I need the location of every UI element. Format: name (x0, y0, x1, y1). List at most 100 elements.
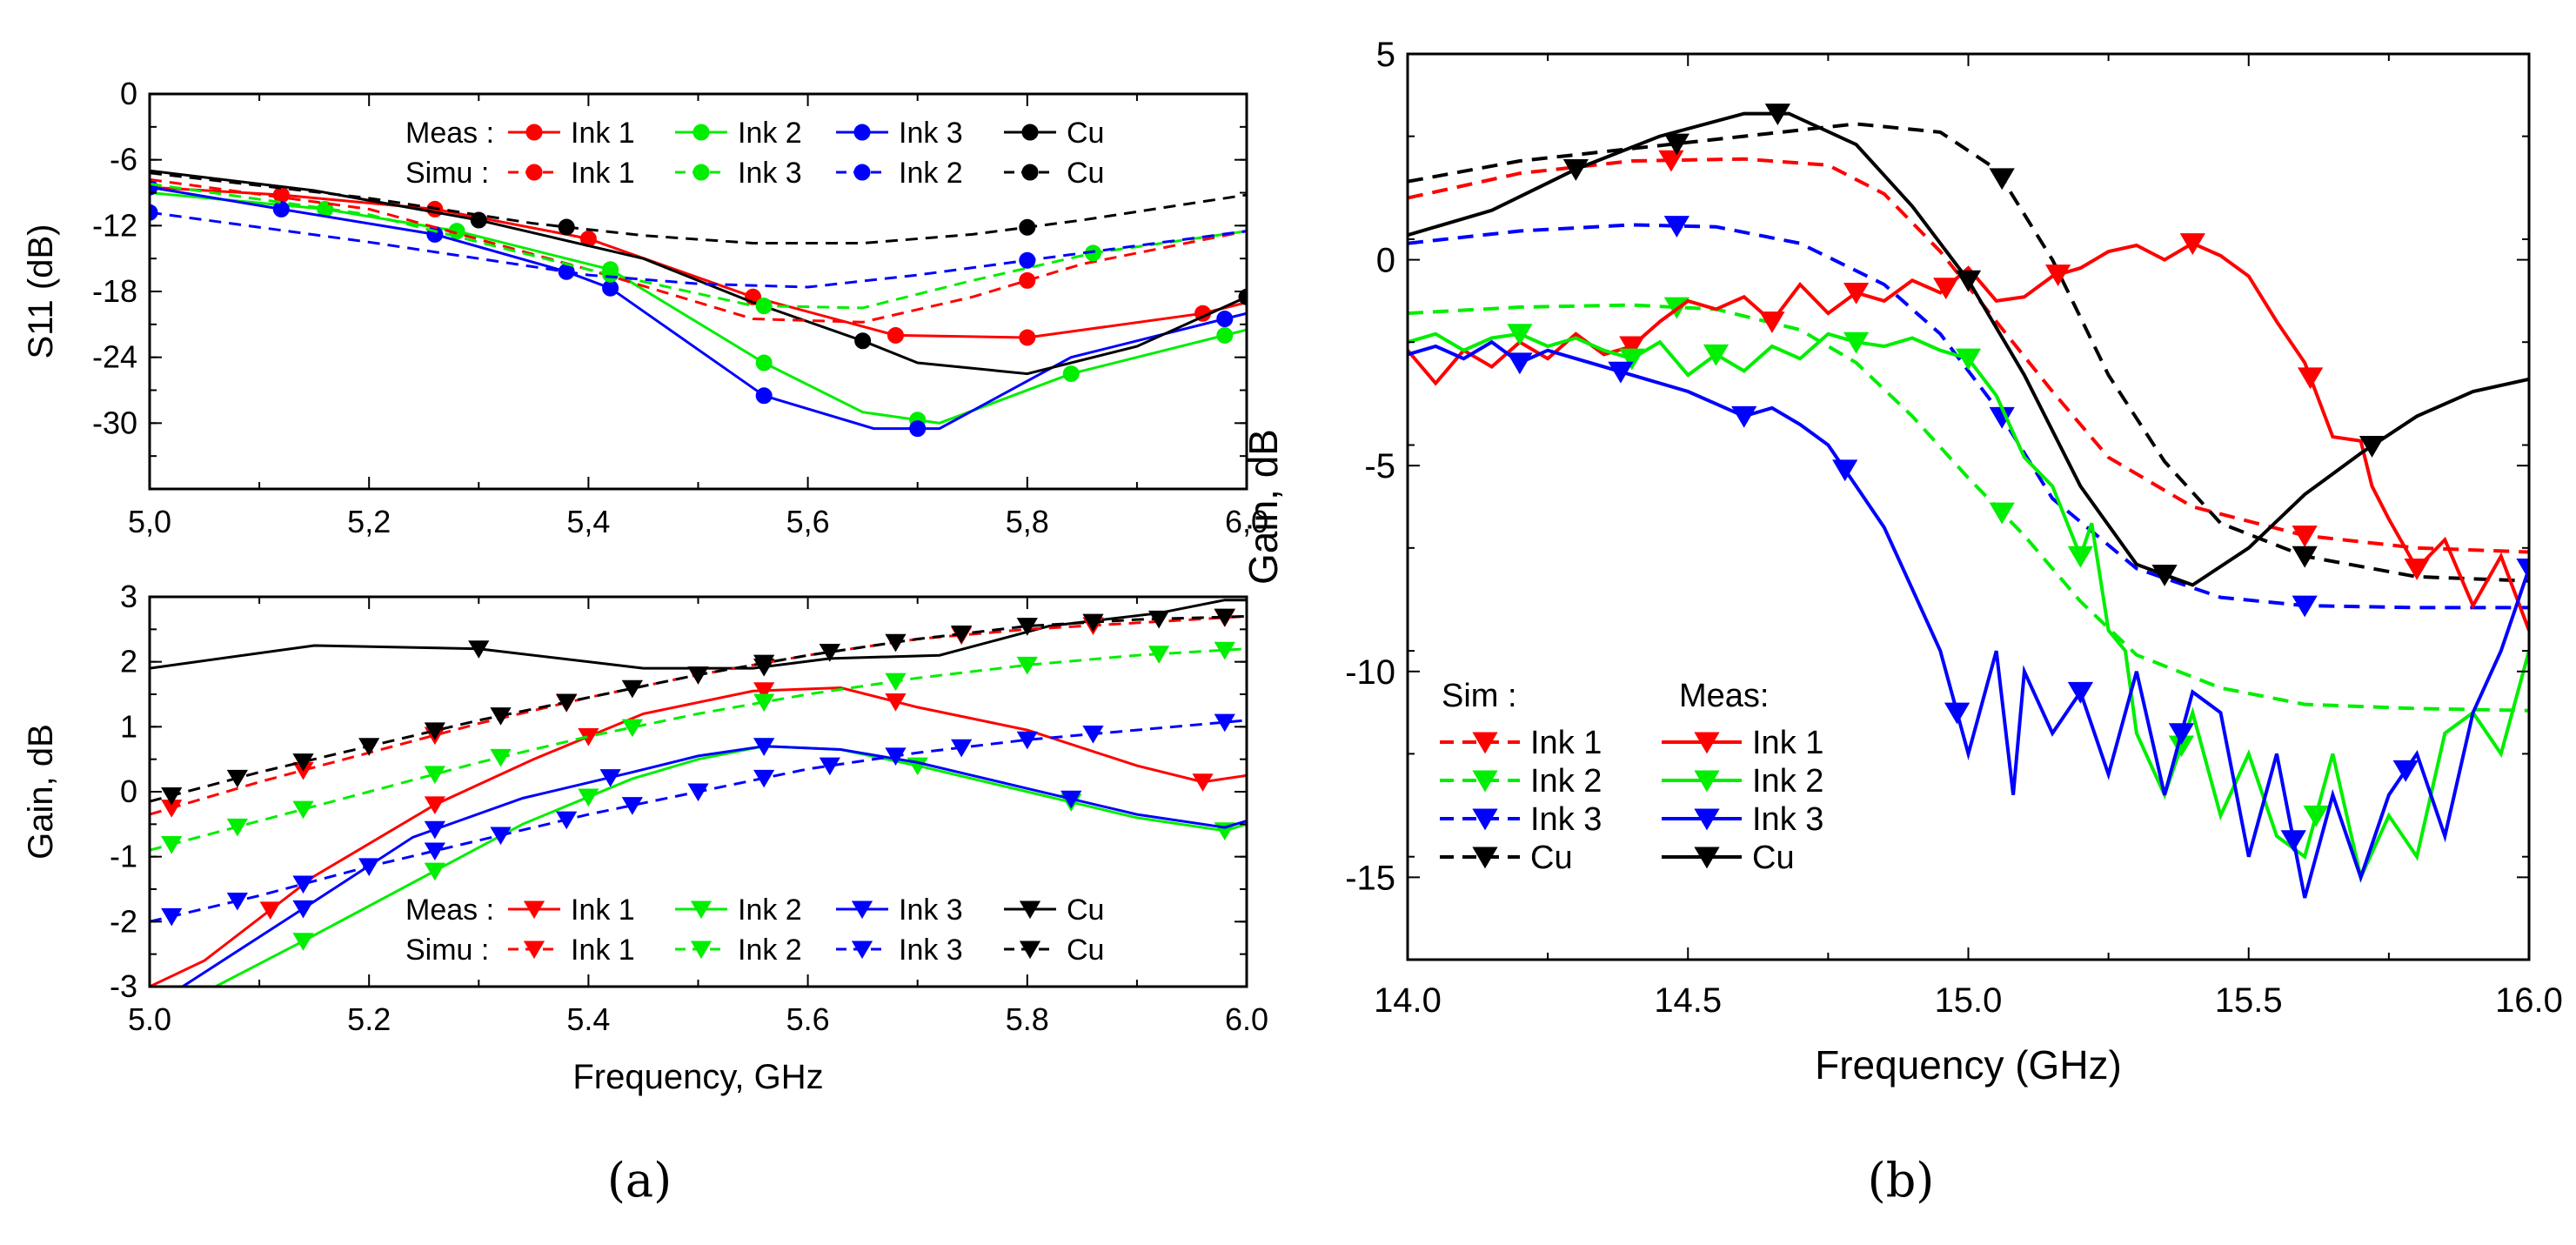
data-point-meas-ink-3 (753, 738, 775, 756)
y-axis-label: S11 (dB) (22, 224, 60, 359)
legend-label-simu-ink-3: Ink 3 (738, 157, 802, 190)
panel-b-chart: 14.0 14.5 15.0 15.5 16.0 5 0 -5 -10 -15 Frequency … (1241, 36, 2563, 1088)
x-tick-label: 14.5 (1654, 981, 1722, 1020)
data-point-meas-ink-3 (909, 420, 927, 438)
data-point-simu-cu (424, 722, 445, 740)
data-point-meas-ink-2 (292, 933, 314, 951)
data-point-meas-ink-3 (1061, 790, 1082, 809)
series-line-simu-ink-1 (150, 177, 1247, 324)
legend-group-label: Meas : (405, 894, 494, 927)
data-point-meas-cu (1955, 270, 1982, 292)
legend-marker-meas-ink-2 (1694, 770, 1720, 793)
x-tick-label: 6,0 (1225, 504, 1268, 539)
legend-label-meas-cu: Cu (1067, 117, 1104, 150)
y-tick-label: -6 (110, 142, 137, 177)
data-point-simu-ink-3 (161, 907, 183, 927)
data-point-simu-ink-2 (424, 766, 445, 784)
data-point-simu-cu (292, 753, 314, 772)
y-tick-label: -24 (92, 339, 137, 375)
legend-marker-meas-ink-3 (853, 124, 871, 141)
caption-b: (b) (1868, 1153, 1935, 1208)
y-tick-label: -5 (1364, 447, 1395, 485)
series-line-sim-cu (1408, 122, 2529, 583)
data-point-simu-ink-3 (292, 875, 314, 894)
data-point-simu-cu (226, 769, 249, 788)
legend-marker-meas-ink-2 (690, 900, 713, 920)
legend-marker-sim-ink-1 (1472, 732, 1498, 754)
data-point-meas-ink-3 (2280, 830, 2306, 853)
data-point-simu-ink-2 (753, 693, 775, 713)
legend-label-meas-ink-1: Ink 1 (571, 894, 635, 927)
x-tick-label: 5,4 (566, 504, 610, 539)
legend-group-label: Meas : (405, 117, 494, 150)
data-point-meas-ink-2 (578, 788, 599, 807)
legend-marker-sim-ink-2 (1472, 770, 1498, 793)
data-point-meas-ink-1 (1619, 336, 1645, 358)
legend-group-label: Simu : (405, 934, 489, 967)
data-point-meas-ink-1 (1843, 282, 1870, 305)
series-line-meas-cu (150, 169, 1247, 376)
data-point-simu-ink-3 (1082, 726, 1104, 744)
data-point-sim-ink-1 (2292, 525, 2318, 547)
data-point-simu-ink-2 (885, 673, 907, 692)
data-point-meas-ink-2 (1955, 348, 1982, 371)
x-tick-label: 16.0 (2495, 981, 2563, 1020)
data-point-meas-ink-3 (1731, 405, 1757, 428)
x-tick-label: 5.0 (128, 1001, 171, 1037)
x-tick-label: 15.5 (2215, 981, 2283, 1020)
legend-label-simu-ink-3: Ink 3 (899, 934, 963, 967)
data-point-simu-ink-2 (1147, 646, 1170, 664)
data-point-meas-ink-3 (755, 387, 773, 405)
y-tick-label: 2 (120, 644, 137, 679)
series-group (150, 599, 1247, 987)
data-point-meas-ink-2 (1507, 324, 1533, 346)
y-tick-label: 0 (120, 773, 137, 809)
data-point-meas-ink-2 (1619, 348, 1645, 371)
series-line-meas-ink-1 (150, 686, 1247, 987)
series-line-sim-ink-2 (1408, 303, 2529, 713)
data-point-meas-cu (470, 211, 487, 229)
series-line-meas-ink-3 (1408, 339, 2529, 899)
series-line-simu-ink-3 (150, 182, 1247, 310)
data-point-meas-ink-2 (424, 862, 445, 881)
legend-marker-simu-ink-3 (851, 940, 873, 960)
legend-label-simu-ink-2: Ink 2 (738, 934, 802, 967)
legend-marker-meas-ink-2 (693, 124, 710, 141)
series-line-sim-ink-3 (1408, 223, 2529, 610)
data-point-simu-ink-3 (490, 827, 512, 846)
y-tick-label: 5 (1376, 36, 1395, 74)
data-point-meas-ink-1 (259, 901, 281, 920)
data-point-sim-cu (2292, 546, 2318, 568)
legend-label-meas-ink-2: Ink 2 (738, 894, 802, 927)
data-point-simu-cu (1016, 618, 1038, 636)
data-point-simu-cu (621, 679, 643, 699)
data-point-simu-ink-2 (1016, 656, 1038, 675)
series-line-meas-cu (1408, 111, 2529, 587)
x-axis-label: Frequency, GHz (572, 1058, 823, 1096)
legend-marker-meas-ink-1 (523, 900, 545, 920)
x-tick-label: 6.0 (1225, 1001, 1268, 1037)
legend-label-meas-ink-3: Ink 3 (899, 894, 963, 927)
legend-label-meas-cu: Cu (1067, 894, 1104, 927)
data-point-meas-ink-3 (2168, 723, 2195, 746)
data-point-simu-ink-3 (358, 858, 380, 876)
legend-label-meas-ink-2: Ink 2 (1752, 763, 1823, 800)
legend-marker-meas-ink-1 (1694, 732, 1720, 754)
data-point-meas-cu (854, 332, 872, 350)
data-point-meas-cu (2151, 565, 2178, 586)
legend-marker-sim-ink-3 (1472, 808, 1498, 831)
data-point-simu-ink-3 (1016, 731, 1038, 750)
legend-group-label: Simu : (405, 157, 489, 190)
data-point-meas-ink-1 (2404, 558, 2430, 580)
series-line-meas-ink-1 (150, 185, 1247, 339)
data-point-meas-ink-1 (885, 693, 907, 712)
data-point-simu-cu (490, 707, 512, 726)
y-tick-label: 0 (120, 76, 137, 111)
data-point-meas-ink-3 (1944, 702, 1970, 725)
data-point-simu-cu (161, 786, 183, 806)
legend-marker-simu-cu (1021, 164, 1039, 181)
data-point-sim-cu (1663, 133, 1689, 156)
y-tick-label: -2 (110, 903, 137, 939)
legend-label-sim-ink-2: Ink 2 (1530, 763, 1602, 800)
series-line-simu-cu (150, 171, 1247, 244)
